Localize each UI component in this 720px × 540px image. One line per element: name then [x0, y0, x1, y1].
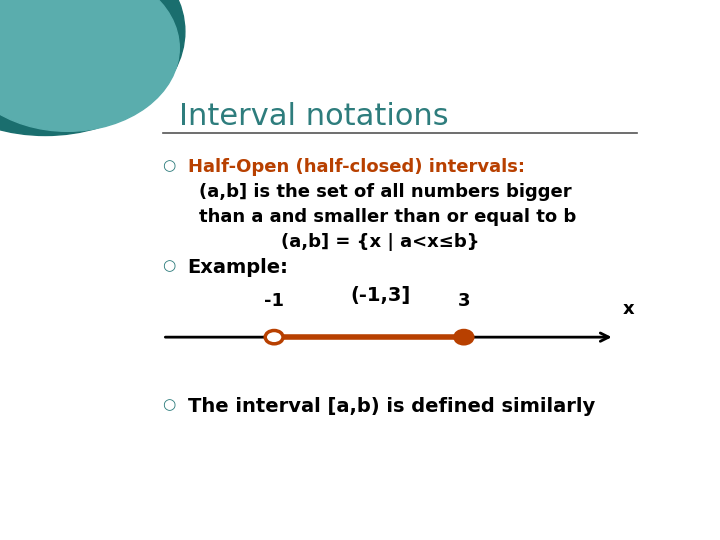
Text: (a,b] is the set of all numbers bigger: (a,b] is the set of all numbers bigger	[199, 183, 572, 201]
Text: 3: 3	[458, 292, 470, 310]
Circle shape	[0, 0, 185, 136]
Text: The interval [a,b) is defined similarly: The interval [a,b) is defined similarly	[188, 397, 595, 416]
Text: (-1,3]: (-1,3]	[350, 286, 410, 305]
Text: ○: ○	[163, 258, 176, 273]
Text: ○: ○	[163, 397, 176, 413]
Text: than a and smaller than or equal to b: than a and smaller than or equal to b	[199, 208, 576, 226]
Circle shape	[455, 330, 473, 344]
Circle shape	[265, 330, 283, 344]
Text: Half-Open (half-closed) intervals:: Half-Open (half-closed) intervals:	[188, 158, 525, 177]
Text: Example:: Example:	[188, 258, 289, 277]
Text: Interval notations: Interval notations	[179, 102, 449, 131]
Text: (a,b] = {x | a<x≤b}: (a,b] = {x | a<x≤b}	[281, 233, 480, 251]
Text: x: x	[623, 300, 634, 319]
Text: -1: -1	[264, 292, 284, 310]
Text: ○: ○	[163, 158, 176, 173]
Circle shape	[0, 0, 179, 131]
